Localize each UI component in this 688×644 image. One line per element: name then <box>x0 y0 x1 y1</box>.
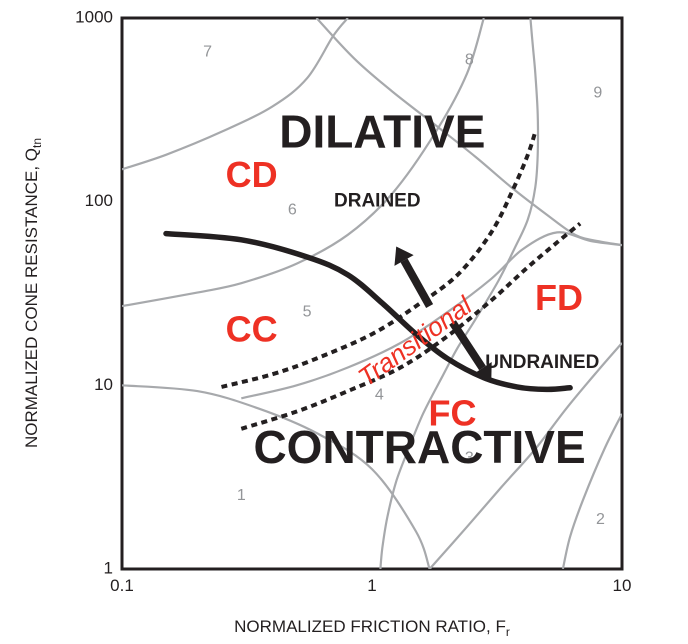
zone-boundary-6 <box>315 18 622 247</box>
arrow-shaft-2 <box>449 320 486 371</box>
region-label-fd: FD <box>535 277 583 318</box>
y-tick-label: 1 <box>104 558 113 577</box>
plot-frame <box>120 16 624 571</box>
zone-boundary-5 <box>428 342 622 569</box>
y-tick-label: 10 <box>94 375 113 394</box>
region-label-cc: CC <box>226 309 278 350</box>
y-tick-label: 1000 <box>75 7 113 26</box>
arrow-head-2 <box>473 362 492 382</box>
zone-number-5: 5 <box>303 303 312 320</box>
zone-number-1: 1 <box>237 487 246 504</box>
zone-boundary-lower-right <box>561 413 622 569</box>
series-lines <box>163 131 582 431</box>
zone-boundary-3 <box>122 384 431 569</box>
region-label-cd: CD <box>226 154 278 195</box>
region-label-drained: DRAINED <box>334 191 421 212</box>
zone-boundary-7 <box>379 18 540 569</box>
zone-number-8: 8 <box>465 51 474 68</box>
zone-number-2: 2 <box>596 511 605 528</box>
zone-number-4: 4 <box>375 387 384 404</box>
x-tick-label: 1 <box>367 576 376 595</box>
direction-arrows <box>394 246 492 382</box>
boundary-line <box>163 230 573 393</box>
zone-boundaries <box>122 18 622 569</box>
zone-number-6: 6 <box>288 201 297 218</box>
x-axis-label: NORMALIZED FRICTION RATIO, Fr <box>234 617 510 639</box>
y-tick-label: 100 <box>85 191 113 210</box>
x-tick-label: 0.1 <box>110 576 134 595</box>
region-label-undrained: UNDRAINED <box>485 352 599 373</box>
transition-dotted-line-1 <box>221 131 538 389</box>
transition-dotted-line-2 <box>240 222 582 431</box>
zone-boundary-2 <box>122 18 485 308</box>
zone-number-9: 9 <box>593 84 602 101</box>
x-tick-label: 10 <box>613 576 632 595</box>
region-label-contractive: CONTRACTIVE <box>253 421 585 473</box>
y-axis-label: NORMALIZED CONE RESISTANCE, Qtn <box>22 138 44 448</box>
arrow-shaft-1 <box>400 258 434 309</box>
zone-number-7: 7 <box>203 44 212 61</box>
region-label-dilative: DILATIVE <box>279 105 485 157</box>
arrow-head-1 <box>394 246 414 266</box>
zone-numbers: 1 2 3 4 5 6 7 8 9 <box>203 44 605 529</box>
region-label-fc: FC <box>429 393 477 434</box>
zone-number-3: 3 <box>465 450 474 467</box>
